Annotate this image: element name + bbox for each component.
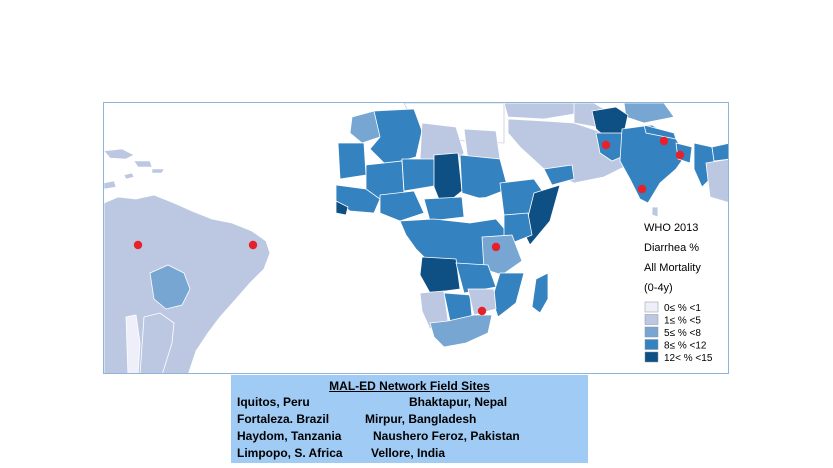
tanzania-region xyxy=(481,234,523,276)
south-sudan-region xyxy=(465,196,497,222)
legend-swatch-1 xyxy=(644,314,659,325)
caribbean-islands xyxy=(104,148,165,190)
site-label-naushero-feroz: Naushero Feroz, Pakistan xyxy=(373,429,520,443)
site-label-limpopo: Limpopo, S. Africa xyxy=(237,446,343,460)
legend-label-2: 5≤ % <8 xyxy=(664,328,701,339)
choropleth-map: WHO 2013 Diarrhea % All Mortality (0-4y)… xyxy=(104,103,728,373)
site-label-vellore: Vellore, India xyxy=(371,446,446,460)
field-sites-title: MAL-ED Network Field Sites xyxy=(329,379,490,393)
angola-region xyxy=(419,256,461,294)
south-africa-region xyxy=(429,314,493,348)
nigeria-region xyxy=(379,190,425,222)
site-marker-vellore xyxy=(637,184,647,194)
map-panel: WHO 2013 Diarrhea % All Mortality (0-4y)… xyxy=(103,102,729,374)
south-asia xyxy=(591,106,728,218)
site-marker-bhaktapur xyxy=(659,136,669,146)
legend-label-3: 8≤ % <12 xyxy=(664,341,707,352)
paraguay-bolivia-region xyxy=(149,264,191,310)
legend-swatch-4 xyxy=(644,351,659,363)
pakistan-region xyxy=(595,132,627,162)
site-marker-haydom xyxy=(491,242,501,252)
guinea-coast xyxy=(335,200,349,216)
middle-east-region xyxy=(507,118,625,184)
yemen-region xyxy=(543,164,575,186)
site-label-iquitos: Iquitos, Peru xyxy=(237,395,310,409)
central-asia-region xyxy=(623,103,675,124)
site-label-fortaleza: Fortaleza. Brazil xyxy=(237,412,330,426)
legend-title-line-1: WHO 2013 xyxy=(644,222,698,234)
africa xyxy=(335,108,561,348)
andes-coast xyxy=(125,314,141,373)
sri-lanka xyxy=(651,206,659,218)
site-marker-mirpur xyxy=(675,150,685,160)
legend-swatch-0 xyxy=(644,301,659,313)
legend-title-line-3: All Mortality xyxy=(644,262,701,274)
site-marker-limpopo xyxy=(477,306,487,316)
site-marker-naushero-feroz xyxy=(601,140,611,150)
far-east-region xyxy=(711,143,728,162)
zimbabwe-region xyxy=(467,288,497,316)
southeast-asia-region xyxy=(705,158,728,203)
legend-swatch-2 xyxy=(644,326,659,338)
mozambique-region xyxy=(491,272,525,318)
legend-title-line-4: (0-4y) xyxy=(644,282,673,294)
madagascar xyxy=(531,272,549,314)
legend-label-0: 0≤ % <1 xyxy=(664,303,701,314)
site-marker-fortaleza xyxy=(248,240,258,250)
legend-label-1: 1≤ % <5 xyxy=(664,316,701,327)
legend-label-4: 12< % <15 xyxy=(664,353,713,364)
turkey-region xyxy=(503,103,581,120)
southern-cone xyxy=(139,312,175,373)
site-label-mirpur: Mirpur, Bangladesh xyxy=(365,412,477,426)
site-marker-iquitos xyxy=(133,240,143,250)
nepal-region xyxy=(643,124,677,140)
sudan-region xyxy=(459,154,509,200)
site-label-bhaktapur: Bhaktapur, Nepal xyxy=(409,395,508,409)
map-legend: WHO 2013 Diarrhea % All Mortality (0-4y)… xyxy=(644,222,713,364)
legend-swatch-3 xyxy=(644,339,659,350)
south-america xyxy=(104,194,271,373)
west-sahara-region xyxy=(337,142,367,180)
india-region xyxy=(619,124,687,204)
field-sites-panel: MAL-ED Network Field Sites Iquitos, Peru… xyxy=(231,375,588,463)
site-label-haydom: Haydom, Tanzania xyxy=(237,429,342,443)
legend-title-line-2: Diarrhea % xyxy=(644,242,699,254)
car-region xyxy=(423,196,465,222)
field-site-markers xyxy=(133,136,685,316)
